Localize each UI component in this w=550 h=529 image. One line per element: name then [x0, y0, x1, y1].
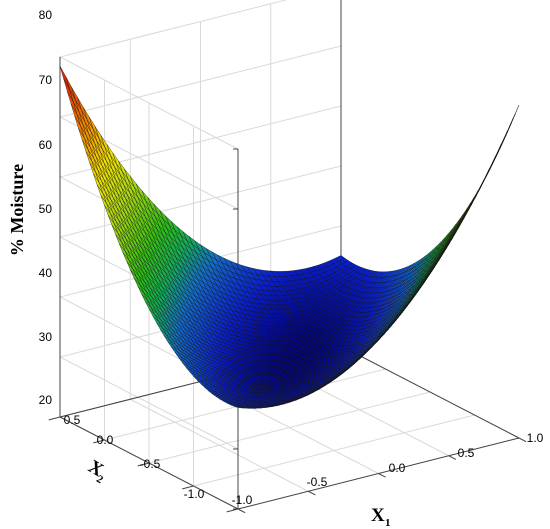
- z-axis-title: % Moisture: [7, 164, 27, 256]
- tick-labels: 20 30 40 50 60 70 80 -1.0 -0.5 0.0 0.5 1…: [39, 8, 544, 507]
- svg-text:X: X: [371, 505, 385, 526]
- x1-tick-mark: [378, 473, 386, 478]
- box-edge: [340, 345, 520, 439]
- x1-tick-label: 0.0: [389, 461, 406, 475]
- x1-tick-label: 1.0: [527, 431, 544, 445]
- grid-line: [148, 391, 431, 464]
- surface-cell: [59, 65, 70, 90]
- x1-tick-mark: [518, 437, 527, 443]
- x1-tick-label: 0.5: [458, 446, 475, 460]
- z-tick-label: 20: [39, 393, 53, 407]
- x2-tick-mark: [182, 485, 194, 490]
- grid-lines: [48, 0, 527, 514]
- x2-tick-mark: [48, 416, 61, 421]
- x2-tick-label: 0.0: [97, 433, 114, 447]
- x1-tick-mark: [237, 508, 246, 514]
- surface-cell: [234, 406, 244, 409]
- x1-tick-mark: [308, 490, 316, 496]
- x2-tick-mark: [137, 462, 150, 467]
- z-tick-label: 70: [39, 73, 53, 87]
- x2-tick-label: -1.0: [184, 487, 205, 501]
- z-tick-label: 30: [39, 330, 53, 344]
- svg-text:2: 2: [94, 473, 105, 486]
- svg-text:1: 1: [385, 517, 391, 529]
- x1-tick-label: -0.5: [307, 475, 328, 489]
- x2-tick-label: 0.5: [64, 413, 81, 427]
- x1-tick-label: -1.0: [232, 493, 253, 507]
- z-tick-label: 80: [39, 8, 53, 22]
- x2-tick-mark: [93, 439, 105, 444]
- z-tick-label: 50: [39, 202, 53, 216]
- x2-axis-title: X 2: [85, 456, 108, 486]
- x2-tick-label: -0.5: [140, 457, 161, 471]
- z-tick-label: 60: [39, 138, 53, 152]
- response-surface: [59, 65, 520, 409]
- z-tick-label: 40: [39, 266, 53, 280]
- x1-tick-mark: [448, 455, 457, 460]
- x1-axis-title: X 1: [371, 505, 391, 529]
